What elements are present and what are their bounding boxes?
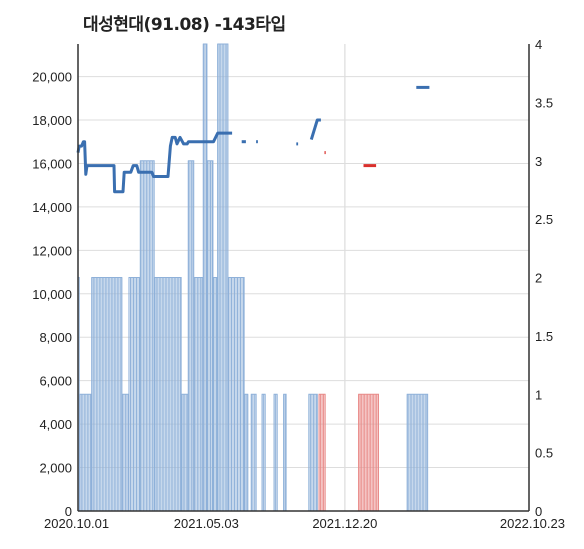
x-tick-label: 2022.10.23 — [500, 516, 565, 531]
price-lines — [76, 85, 430, 194]
tick-labels: 0 2,000 4,000 6,000 8,000 10,000 12,000 14,000 1… — [32, 37, 565, 531]
y-right-tick-label: 3 — [535, 154, 542, 169]
y-right-tick-label: 3.5 — [535, 95, 553, 110]
y-left-tick-label: 20,000 — [32, 70, 72, 85]
y-left-tick-label: 8,000 — [39, 330, 72, 345]
y-left-tick-label: 2,000 — [39, 461, 72, 476]
y-left-tick-label: 12,000 — [32, 243, 72, 258]
y-left-tick-label: 14,000 — [32, 200, 72, 215]
y-right-tick-label: 2 — [535, 271, 542, 286]
y-right-tick-label: 0.5 — [535, 446, 553, 461]
price-line-segment — [76, 131, 233, 194]
chart-title: 대성현대(91.08) -143타입 — [83, 15, 286, 35]
y-left-tick-label: 18,000 — [32, 113, 72, 128]
y-left-tick-label: 6,000 — [39, 374, 72, 389]
grid-lines — [77, 44, 530, 512]
price-line-segment — [309, 118, 321, 141]
y-left-tick-label: 10,000 — [32, 287, 72, 302]
x-tick-label: 2021.12.20 — [312, 516, 377, 531]
y-right-tick-label: 1 — [535, 387, 542, 402]
y-left-tick-label: 0 — [65, 504, 72, 519]
y-right-tick-label: 1.5 — [535, 329, 553, 344]
volume-bars — [77, 43, 429, 512]
y-left-tick-label: 16,000 — [32, 156, 72, 171]
y-right-tick-label: 2.5 — [535, 212, 553, 227]
y-left-tick-label: 4,000 — [39, 417, 72, 432]
y-right-tick-label: 0 — [535, 504, 542, 519]
x-tick-label: 2021.05.03 — [174, 516, 239, 531]
y-right-tick-label: 4 — [535, 37, 542, 52]
axes — [77, 44, 530, 512]
x-tick-label: 2020.10.01 — [44, 516, 109, 531]
